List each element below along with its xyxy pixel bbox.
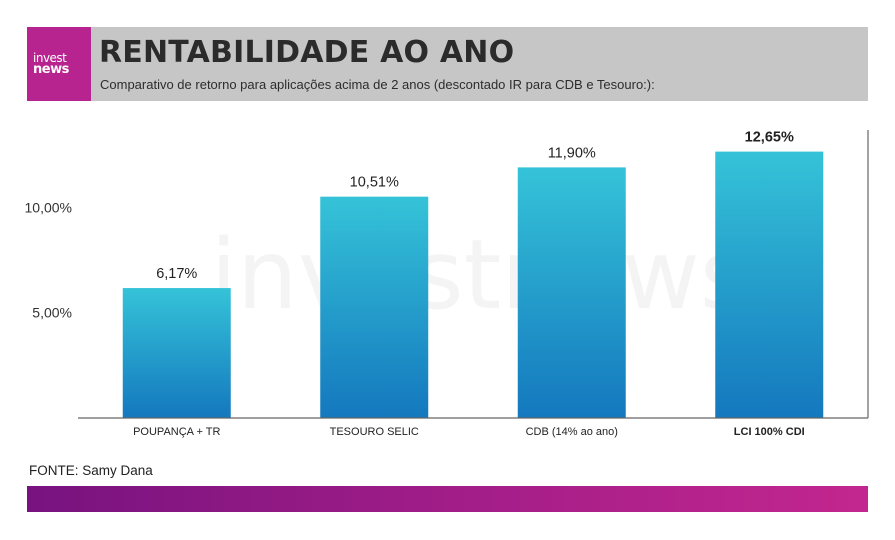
source-note: FONTE: Samy Dana xyxy=(29,463,153,478)
footer-gradient-bar xyxy=(27,486,868,512)
x-tick-label: CDB (14% ao ano) xyxy=(526,426,618,438)
x-tick-label: POUPANÇA + TR xyxy=(133,426,220,438)
bar xyxy=(122,288,231,418)
data-label: 10,51% xyxy=(350,175,399,191)
x-tick-label: TESOURO SELIC xyxy=(330,426,419,438)
watermark: investnews xyxy=(210,219,749,331)
x-tick-label: LCI 100% CDI xyxy=(734,426,805,438)
y-tick-label: 10,00% xyxy=(25,199,72,215)
bar xyxy=(715,151,824,418)
chart-subtitle: Comparativo de retorno para aplicações a… xyxy=(100,77,655,92)
bar xyxy=(320,196,429,418)
logo-text-invest: invest xyxy=(33,51,67,65)
bar xyxy=(517,167,626,418)
investnews-logo: invest news xyxy=(27,27,91,101)
data-label: 12,65% xyxy=(745,130,794,146)
data-label: 6,17% xyxy=(156,266,197,282)
data-label: 11,90% xyxy=(548,145,596,161)
y-tick-label: 5,00% xyxy=(32,305,72,321)
logo-text-news: news xyxy=(33,62,69,77)
bar-chart: investnews 5,00% 10,00% 6,17% POUPANÇA + TR… xyxy=(25,130,869,438)
chart-title: RENTABILIDADE AO ANO xyxy=(99,35,515,70)
header-banner: invest news RENTABILIDADE AO ANO Compara… xyxy=(27,27,868,101)
